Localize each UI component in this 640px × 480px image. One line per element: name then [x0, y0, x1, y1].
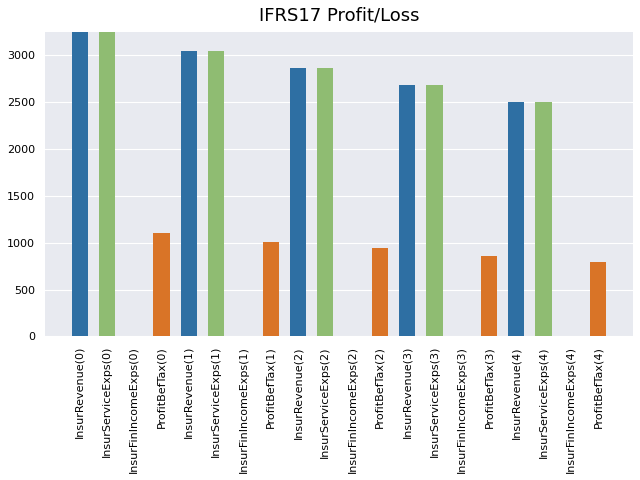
Bar	[508, 102, 524, 336]
Bar	[536, 102, 552, 336]
Bar	[72, 32, 88, 336]
Title: IFRS17 Profit/Loss: IFRS17 Profit/Loss	[259, 7, 419, 25]
Bar	[208, 51, 225, 336]
Bar	[426, 85, 443, 336]
Bar	[154, 233, 170, 336]
Bar	[590, 263, 606, 336]
Bar	[481, 256, 497, 336]
Bar	[262, 242, 279, 336]
Bar	[317, 68, 333, 336]
Bar	[372, 248, 388, 336]
Bar	[399, 85, 415, 336]
Bar	[290, 68, 306, 336]
Bar	[99, 32, 115, 336]
Bar	[180, 51, 197, 336]
